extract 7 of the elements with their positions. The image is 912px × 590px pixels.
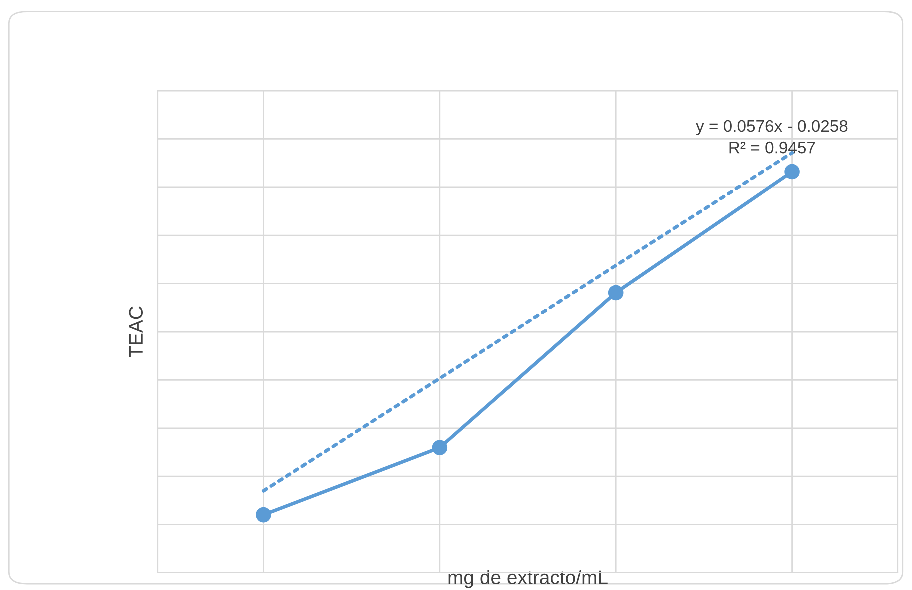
y-axis-title: TEAC <box>129 306 144 358</box>
annotation: y = 0.0576x - 0.0258 R² = 0.9457 <box>696 120 848 154</box>
x-axis-title: mg de extracto/mL <box>448 570 608 588</box>
point <box>432 440 448 456</box>
point <box>784 164 800 180</box>
point <box>608 285 624 301</box>
point <box>256 507 272 523</box>
